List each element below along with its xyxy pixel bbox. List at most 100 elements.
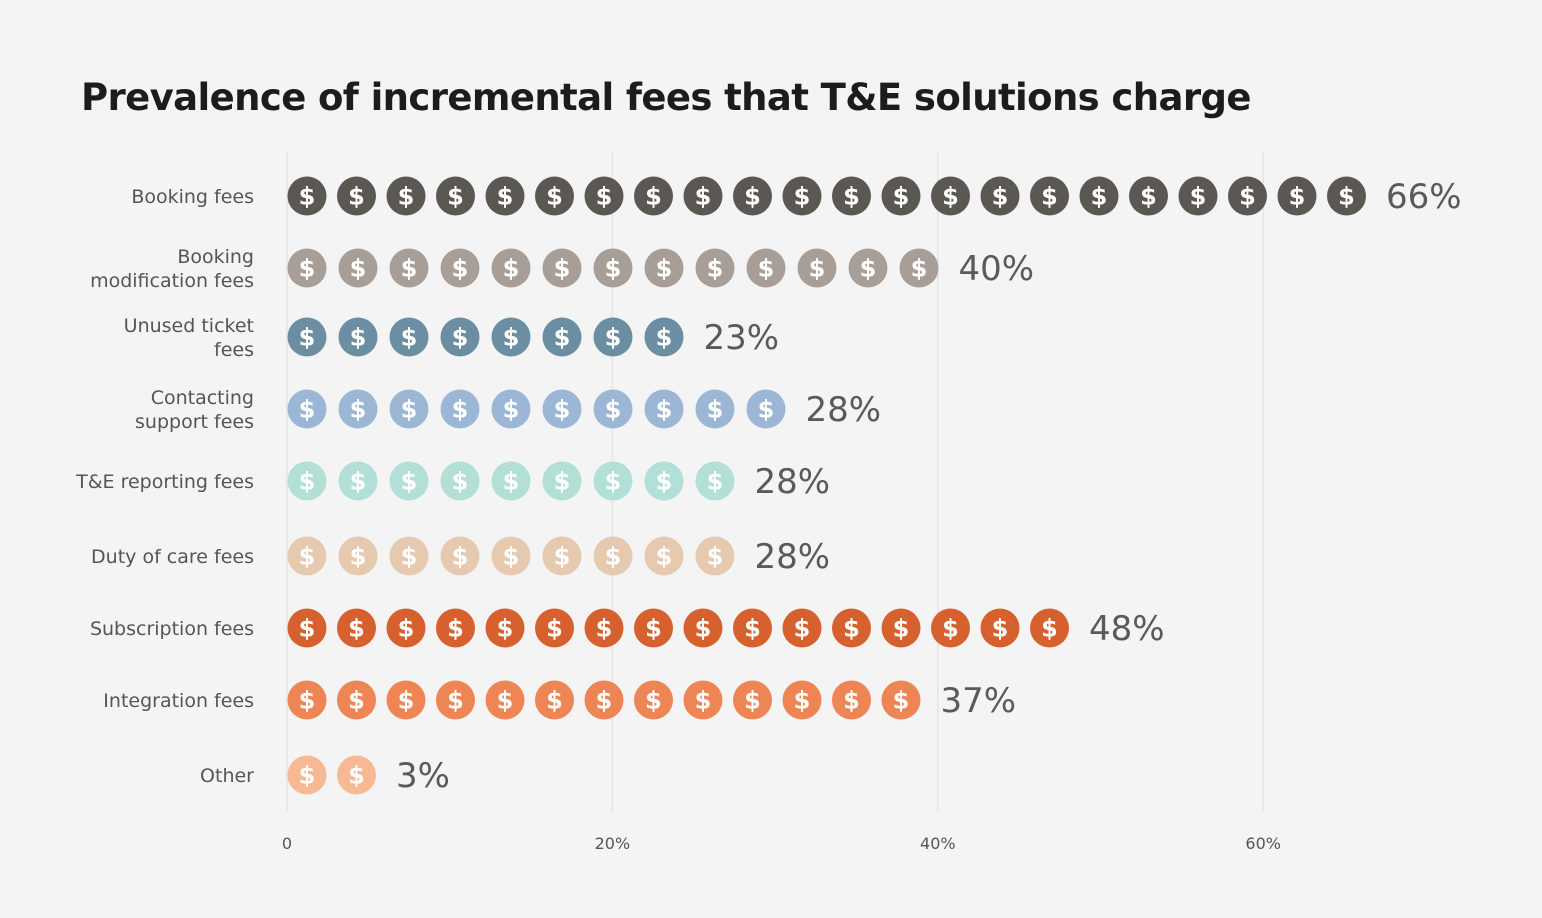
coin-disc — [542, 536, 582, 576]
coin-disc — [337, 176, 376, 216]
dollar-glyph: $ — [605, 255, 622, 283]
dollar-coin-icon: $ — [644, 389, 684, 429]
coin-disc — [287, 176, 327, 216]
dollar-glyph: $ — [401, 396, 418, 424]
category-label: Unused ticket fees — [124, 315, 254, 361]
dollar-glyph: $ — [546, 687, 563, 715]
dollar-glyph: $ — [401, 324, 418, 352]
dollar-coin-icon: $ — [1327, 176, 1366, 216]
dollar-glyph: $ — [744, 183, 761, 211]
dollar-glyph: $ — [695, 183, 712, 211]
coin-disc — [436, 680, 475, 720]
coin-disc — [542, 248, 582, 288]
dollar-coin-icon: $ — [542, 536, 582, 576]
coin-disc — [485, 608, 525, 648]
dollar-glyph: $ — [744, 615, 761, 643]
dollar-coin-icon: $ — [535, 680, 574, 720]
coin-disc — [733, 176, 772, 216]
coin-disc — [491, 461, 531, 501]
dollar-coin-icon: $ — [782, 608, 822, 648]
dollar-glyph: $ — [645, 687, 662, 715]
coin-disc — [644, 317, 684, 357]
category-label: Booking fees — [131, 186, 254, 208]
dollar-coin-icon: $ — [338, 461, 378, 501]
dollar-glyph: $ — [554, 396, 571, 424]
dollar-glyph: $ — [299, 543, 316, 571]
dollar-glyph: $ — [645, 615, 662, 643]
dollar-glyph: $ — [348, 615, 365, 643]
dollar-coin-icon: $ — [287, 461, 327, 501]
dollar-glyph: $ — [1041, 183, 1058, 211]
value-label: 28% — [755, 462, 831, 502]
dollar-coin-icon: $ — [287, 755, 327, 795]
dollar-glyph: $ — [656, 324, 673, 352]
value-label: 23% — [704, 318, 780, 358]
coin-disc — [386, 608, 426, 648]
coin-disc — [1327, 176, 1366, 216]
dollar-coin-icon: $ — [491, 461, 531, 501]
dollar-coin-icon: $ — [287, 176, 327, 216]
coin-disc — [644, 389, 684, 429]
coin-disc — [746, 248, 786, 288]
dollar-glyph: $ — [911, 255, 928, 283]
coin-disc — [1178, 176, 1218, 216]
dollar-glyph: $ — [843, 183, 860, 211]
dollar-glyph: $ — [299, 615, 316, 643]
coin-disc — [782, 680, 822, 720]
coin-disc — [287, 536, 327, 576]
coin-disc — [848, 248, 888, 288]
dollar-coin-icon: $ — [782, 680, 822, 720]
dollar-coin-icon: $ — [287, 680, 327, 720]
dollar-coin-icon: $ — [931, 176, 970, 216]
value-label: 66% — [1386, 177, 1462, 217]
dollar-coin-icon: $ — [386, 680, 426, 720]
value-label: 28% — [806, 390, 882, 430]
dollar-glyph: $ — [452, 255, 469, 283]
dollar-coin-icon: $ — [337, 755, 376, 795]
dollar-glyph: $ — [942, 615, 959, 643]
dollar-glyph: $ — [350, 543, 367, 571]
coin-disc — [485, 176, 525, 216]
dollar-glyph: $ — [707, 468, 724, 496]
coin-disc — [931, 176, 970, 216]
dollar-glyph: $ — [452, 543, 469, 571]
dollar-glyph: $ — [452, 396, 469, 424]
chart-row: Booking modification fees $ $ $ $ $ $ $ $ $ $ $ $ $40% — [90, 246, 1034, 292]
dollar-glyph: $ — [350, 255, 367, 283]
dollar-coin-icon: $ — [695, 536, 735, 576]
dollar-coin-icon: $ — [287, 317, 327, 357]
coin-disc — [287, 608, 327, 648]
dollar-coin-icon: $ — [593, 317, 633, 357]
dollar-coin-icon: $ — [1178, 176, 1218, 216]
dollar-glyph: $ — [497, 687, 514, 715]
dollar-glyph: $ — [299, 396, 316, 424]
dollar-coin-icon: $ — [440, 317, 480, 357]
dollar-glyph: $ — [656, 396, 673, 424]
dollar-coin-icon: $ — [389, 248, 429, 288]
coin-disc — [881, 176, 921, 216]
coin-disc — [644, 536, 684, 576]
coin-disc — [389, 317, 429, 357]
dollar-glyph: $ — [299, 468, 316, 496]
chart-row: Integration fees $ $ $ $ $ $ $ $ $ $ $ $ $37% — [103, 680, 1016, 721]
dollar-glyph: $ — [1091, 183, 1108, 211]
coin-disc — [797, 248, 837, 288]
dollar-glyph: $ — [447, 183, 464, 211]
coin-disc — [491, 389, 531, 429]
dollar-coin-icon: $ — [899, 248, 939, 288]
dollar-coin-icon: $ — [440, 389, 480, 429]
coin-disc — [695, 248, 735, 288]
coin-disc — [389, 536, 429, 576]
dollar-glyph: $ — [1190, 183, 1207, 211]
dollar-glyph: $ — [656, 543, 673, 571]
dollar-glyph: $ — [794, 183, 811, 211]
coin-disc — [1129, 176, 1168, 216]
dollar-coin-icon: $ — [848, 248, 888, 288]
dollar-coin-icon: $ — [337, 680, 376, 720]
coin-disc — [436, 176, 475, 216]
dollar-glyph: $ — [992, 615, 1009, 643]
dollar-coin-icon: $ — [584, 680, 624, 720]
dollar-coin-icon: $ — [683, 176, 723, 216]
